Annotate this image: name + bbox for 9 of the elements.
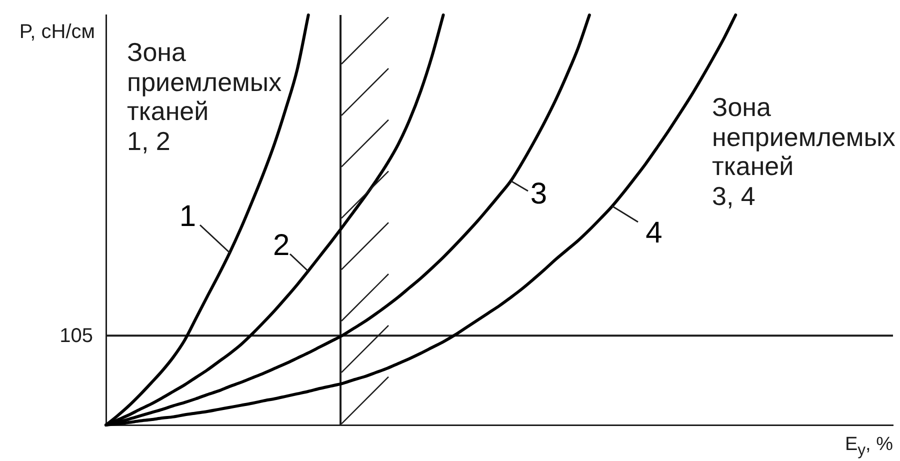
x-axis-title: E$_{у}$, % [844,434,893,461]
annotation: Зона приемлемых тканей 1, 2 [127,37,282,156]
series-label: 4 [646,216,662,250]
annotation: Зона неприемлемых тканей 3, 4 [712,92,896,211]
series-label: 1 [179,200,196,234]
series-label: 2 [273,229,290,262]
series-label: 3 [530,177,548,210]
y-axis-title: P, сН/см [19,21,95,43]
text: 105 [60,324,93,348]
